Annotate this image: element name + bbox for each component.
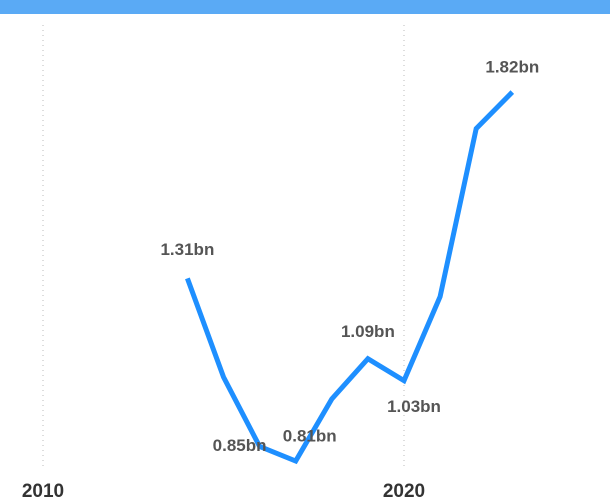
value-label: 1.82bn — [485, 58, 539, 77]
x-tick-label: 2020 — [383, 481, 425, 502]
value-label: 1.09bn — [341, 322, 395, 341]
top-bar — [0, 0, 610, 14]
x-tick-label: 2010 — [22, 481, 64, 502]
value-label: 0.85bn — [213, 436, 267, 455]
line — [185, 90, 515, 465]
value-label: 0.81bn — [283, 427, 337, 446]
value-label: 1.03bn — [387, 397, 441, 416]
value-label: 1.31bn — [160, 240, 214, 259]
